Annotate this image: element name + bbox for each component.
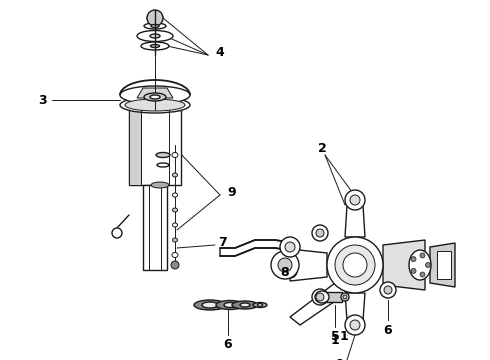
Circle shape [280, 237, 300, 257]
Circle shape [425, 262, 431, 267]
Ellipse shape [172, 252, 178, 257]
Circle shape [335, 245, 375, 285]
Text: 4: 4 [216, 46, 224, 59]
Ellipse shape [120, 97, 190, 113]
Circle shape [420, 272, 425, 277]
Ellipse shape [150, 34, 160, 38]
Ellipse shape [253, 302, 267, 307]
Circle shape [350, 195, 360, 205]
Bar [129, 110, 181, 185]
Ellipse shape [409, 250, 431, 280]
Ellipse shape [125, 99, 185, 111]
Circle shape [285, 242, 295, 252]
Ellipse shape [224, 302, 236, 307]
Ellipse shape [240, 303, 250, 307]
Polygon shape [290, 249, 327, 281]
Circle shape [380, 282, 396, 298]
Bar [129, 110, 141, 185]
Polygon shape [220, 240, 288, 256]
Polygon shape [345, 293, 365, 320]
Ellipse shape [156, 153, 170, 158]
Ellipse shape [194, 300, 226, 310]
Circle shape [312, 289, 328, 305]
Polygon shape [137, 88, 173, 98]
Ellipse shape [137, 31, 173, 41]
Circle shape [420, 253, 425, 258]
Ellipse shape [144, 23, 166, 29]
Ellipse shape [150, 95, 160, 99]
Circle shape [350, 320, 360, 330]
Ellipse shape [172, 208, 177, 212]
Ellipse shape [172, 223, 177, 227]
Ellipse shape [258, 303, 263, 306]
Bar [143, 185, 167, 270]
Ellipse shape [172, 193, 177, 197]
Text: 1: 1 [331, 333, 340, 346]
Text: 1: 1 [340, 330, 348, 343]
Circle shape [271, 251, 299, 279]
Text: 6: 6 [224, 338, 232, 351]
Polygon shape [383, 240, 425, 290]
Ellipse shape [157, 163, 169, 167]
Ellipse shape [147, 15, 163, 21]
Text: 5: 5 [331, 330, 340, 343]
Text: 3: 3 [38, 94, 47, 107]
Polygon shape [345, 205, 365, 237]
Ellipse shape [150, 45, 160, 48]
Text: 9: 9 [228, 186, 236, 199]
Circle shape [316, 229, 324, 237]
Ellipse shape [151, 24, 159, 27]
Ellipse shape [151, 182, 169, 188]
Circle shape [343, 253, 367, 277]
Circle shape [411, 257, 416, 262]
Circle shape [345, 190, 365, 210]
Circle shape [316, 293, 324, 301]
Ellipse shape [315, 291, 329, 303]
Circle shape [278, 258, 292, 272]
Circle shape [171, 261, 179, 269]
Ellipse shape [216, 301, 244, 310]
Ellipse shape [172, 153, 178, 158]
Text: 2: 2 [318, 141, 326, 154]
Ellipse shape [232, 301, 258, 309]
Text: 6: 6 [384, 324, 392, 337]
Ellipse shape [202, 302, 218, 308]
Polygon shape [430, 243, 455, 287]
Polygon shape [290, 283, 347, 325]
Text: 8: 8 [281, 266, 289, 279]
Circle shape [147, 10, 163, 26]
Ellipse shape [141, 42, 169, 50]
Bar [437, 251, 451, 279]
Ellipse shape [341, 293, 349, 301]
Ellipse shape [343, 295, 347, 299]
Text: 7: 7 [218, 237, 226, 249]
Circle shape [411, 268, 416, 273]
Circle shape [327, 237, 383, 293]
Ellipse shape [172, 173, 177, 177]
Circle shape [112, 228, 122, 238]
Circle shape [384, 286, 392, 294]
Text: 1: 1 [336, 359, 344, 360]
Ellipse shape [172, 238, 177, 242]
Circle shape [312, 225, 328, 241]
Circle shape [345, 315, 365, 335]
Ellipse shape [120, 86, 190, 104]
Ellipse shape [144, 93, 166, 101]
Bar [322, 292, 342, 302]
